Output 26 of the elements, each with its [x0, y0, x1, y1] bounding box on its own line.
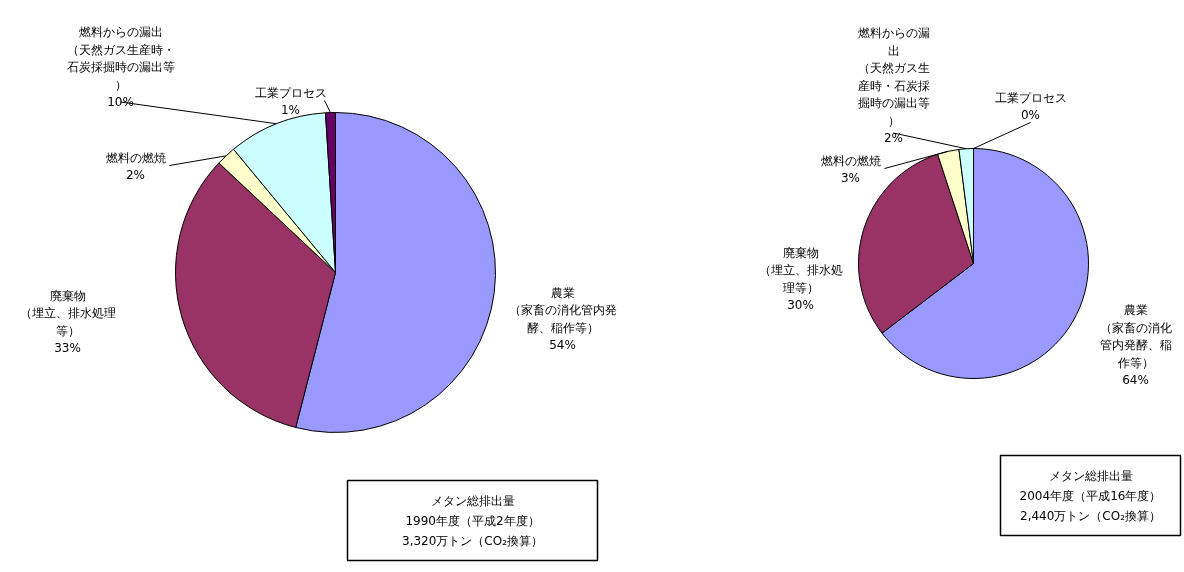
text: 3,320万トン（CO₂換算）	[402, 533, 544, 548]
data-label: 10%	[107, 95, 134, 109]
data-label: 2%	[125, 168, 146, 182]
slice-label: 燃料からの漏出（天然ガス生産時・石炭採掘時の漏出等）	[857, 26, 930, 128]
data-label: 64%	[1122, 373, 1149, 387]
slice-label: 工業プロセス	[254, 85, 327, 100]
text: メタン総排出量	[430, 493, 515, 508]
data-label: 54%	[549, 338, 576, 352]
slice-label: 廃棄物（埋立、排水処理等）	[19, 288, 116, 338]
slice-label: 燃料からの漏出（天然ガス生産時・石炭採掘時の漏出等）	[66, 25, 175, 92]
slice-label: 燃料の燃焼	[105, 150, 166, 165]
slice-label: 燃料の燃焼	[820, 153, 881, 168]
category-label: 工業プロセス	[994, 90, 1067, 105]
text: 0%	[1020, 108, 1041, 122]
text: メタン総排出量	[1048, 468, 1133, 483]
slice-label: 廃棄物（埋立、排水処理等）	[758, 245, 843, 295]
data-label: 30%	[787, 298, 814, 312]
data-label: 2%	[883, 131, 904, 145]
slice-label: 農業（家畜の消化管内発酵、稲作等）	[508, 285, 617, 335]
data-label: 33%	[54, 341, 81, 355]
data-label: 3%	[840, 171, 861, 185]
text: 2,440万トン（CO₂換算）	[1020, 508, 1162, 523]
text: 2004年度（平成16年度）	[1019, 488, 1162, 503]
text: 1990年度（平成2年度）	[405, 513, 540, 528]
slice-label: 農業（家畜の消化管内発酵、稲作等）	[1099, 303, 1172, 370]
data-label: 1%	[280, 103, 301, 117]
